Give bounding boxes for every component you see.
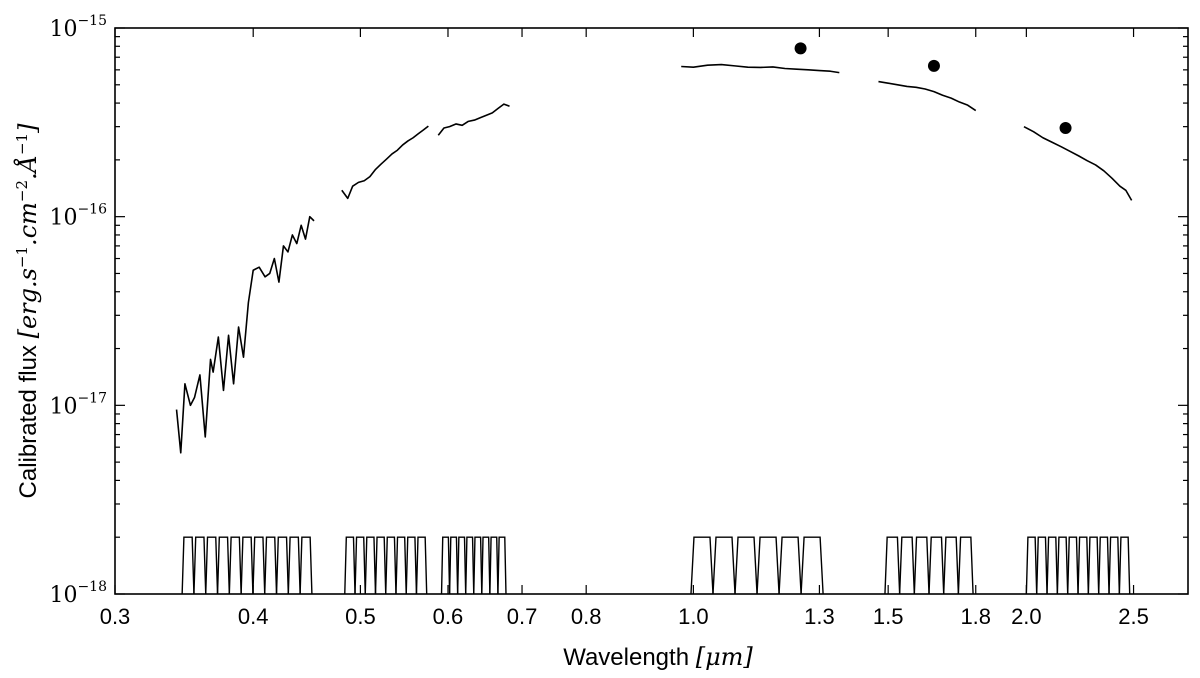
filter-band-5-bin-1 xyxy=(1036,536,1048,595)
filter-band-0-bin-0 xyxy=(181,536,195,595)
filter-band-0-bin-3 xyxy=(216,536,231,595)
filter-band-2-bin-5 xyxy=(481,536,491,595)
filter-band-0-bin-2 xyxy=(205,536,219,595)
plot-frame xyxy=(114,27,1189,595)
filter-band-0-bin-9 xyxy=(287,536,301,595)
filter-band-3-bin-3 xyxy=(756,536,780,595)
filter-band-1-bin-0 xyxy=(344,536,356,595)
filter-band-1-bin-7 xyxy=(415,536,428,595)
y-axis-ticks: 10−18 10−17 10−16 10−15 xyxy=(49,13,1188,608)
x-tick-label-5: 0.8 xyxy=(571,604,602,629)
filter-band-2-bin-6 xyxy=(489,536,499,595)
filter-band-5-bin-0 xyxy=(1025,536,1038,595)
filter-band-2-bin-7 xyxy=(497,536,507,595)
spectrum-segment-1 xyxy=(341,125,429,200)
filter-band-2-bin-0 xyxy=(440,536,451,595)
filter-band-5-bin-4 xyxy=(1067,536,1079,595)
photometry-points xyxy=(794,42,1072,135)
filter-band-1-bin-6 xyxy=(405,536,418,595)
photometry-point-0 xyxy=(794,42,807,55)
filter-band-5-bin-9 xyxy=(1118,536,1131,595)
x-tick-label-11: 2.5 xyxy=(1118,604,1149,629)
filter-band-4-bin-0 xyxy=(884,536,901,595)
filter-band-3-bin-4 xyxy=(778,536,802,595)
filter-band-1-bin-3 xyxy=(374,536,387,595)
x-tick-label-8: 1.5 xyxy=(873,604,904,629)
filter-band-3-bin-1 xyxy=(712,536,736,595)
filter-band-1-bin-5 xyxy=(395,536,407,595)
x-tick-label-2: 0.5 xyxy=(345,604,376,629)
photometry-point-1 xyxy=(927,59,940,72)
spectrum-segment-2 xyxy=(437,103,510,136)
photometry-point-2 xyxy=(1059,122,1072,135)
x-tick-label-3: 0.6 xyxy=(433,604,464,629)
filter-band-4-bin-4 xyxy=(942,536,960,595)
spectrum-segment-5 xyxy=(1023,125,1133,201)
spectrum-series xyxy=(175,63,1133,454)
x-axis-title: Wavelength [μm] xyxy=(563,643,753,671)
filter-band-2-bin-4 xyxy=(473,536,483,595)
y-tick-label-3: 10−15 xyxy=(49,13,107,42)
y-tick-label-2: 10−16 xyxy=(49,202,107,231)
filter-band-2-bin-1 xyxy=(448,536,459,595)
x-tick-label-9: 1.8 xyxy=(960,604,991,629)
x-axis-ticks: 0.3 0.4 0.5 0.6 0.7 0.8 1.0 1.3 1.5 1.8 2.0 2.5 xyxy=(100,28,1149,629)
filter-band-1-bin-4 xyxy=(385,536,397,595)
spectrum-segment-0 xyxy=(175,215,315,454)
x-tick-label-10: 2.0 xyxy=(1011,604,1042,629)
x-tick-label-7: 1.3 xyxy=(804,604,835,629)
filter-band-4-bin-5 xyxy=(957,536,974,595)
filter-band-0-bin-4 xyxy=(228,536,242,595)
filter-band-5-bin-2 xyxy=(1046,536,1059,595)
filter-band-2-bin-2 xyxy=(456,536,467,595)
filter-band-3-bin-0 xyxy=(690,536,714,595)
filter-band-0-bin-7 xyxy=(264,536,278,595)
filter-band-5-bin-7 xyxy=(1098,536,1110,595)
x-tick-label-0: 0.3 xyxy=(100,604,131,629)
filter-band-5-bin-6 xyxy=(1087,536,1100,595)
spectrum-segment-3 xyxy=(681,63,840,74)
x-tick-label-4: 0.7 xyxy=(507,604,538,629)
filter-band-1-bin-2 xyxy=(364,536,377,595)
filter-band-5-bin-8 xyxy=(1108,536,1121,595)
filter-band-1-bin-1 xyxy=(354,536,366,595)
y-tick-label-0: 10−18 xyxy=(49,579,107,608)
filter-band-4-bin-3 xyxy=(928,536,945,595)
y-tick-label-1: 10−17 xyxy=(49,390,107,419)
filter-band-4-bin-1 xyxy=(898,536,916,595)
filter-band-0-bin-6 xyxy=(252,536,266,595)
filter-band-3-bin-5 xyxy=(800,536,824,595)
x-tick-label-6: 1.0 xyxy=(678,604,709,629)
filter-band-5-bin-3 xyxy=(1056,536,1069,595)
filter-band-0-bin-5 xyxy=(240,536,254,595)
filter-band-0-bin-1 xyxy=(193,536,207,595)
y-axis-title: Calibrated flux [erg.s−1.cm−2.Å−1] xyxy=(13,123,42,499)
filter-band-0-bin-8 xyxy=(275,536,290,595)
filter-band-3-bin-2 xyxy=(734,536,758,595)
filter-band-5-bin-5 xyxy=(1077,536,1090,595)
filter-band-0-bin-10 xyxy=(299,536,313,595)
filter-bands xyxy=(181,536,1131,595)
filter-band-2-bin-3 xyxy=(465,536,475,595)
filter-band-4-bin-2 xyxy=(913,536,930,595)
spectrum-segment-4 xyxy=(878,80,977,112)
x-tick-label-1: 0.4 xyxy=(238,604,269,629)
